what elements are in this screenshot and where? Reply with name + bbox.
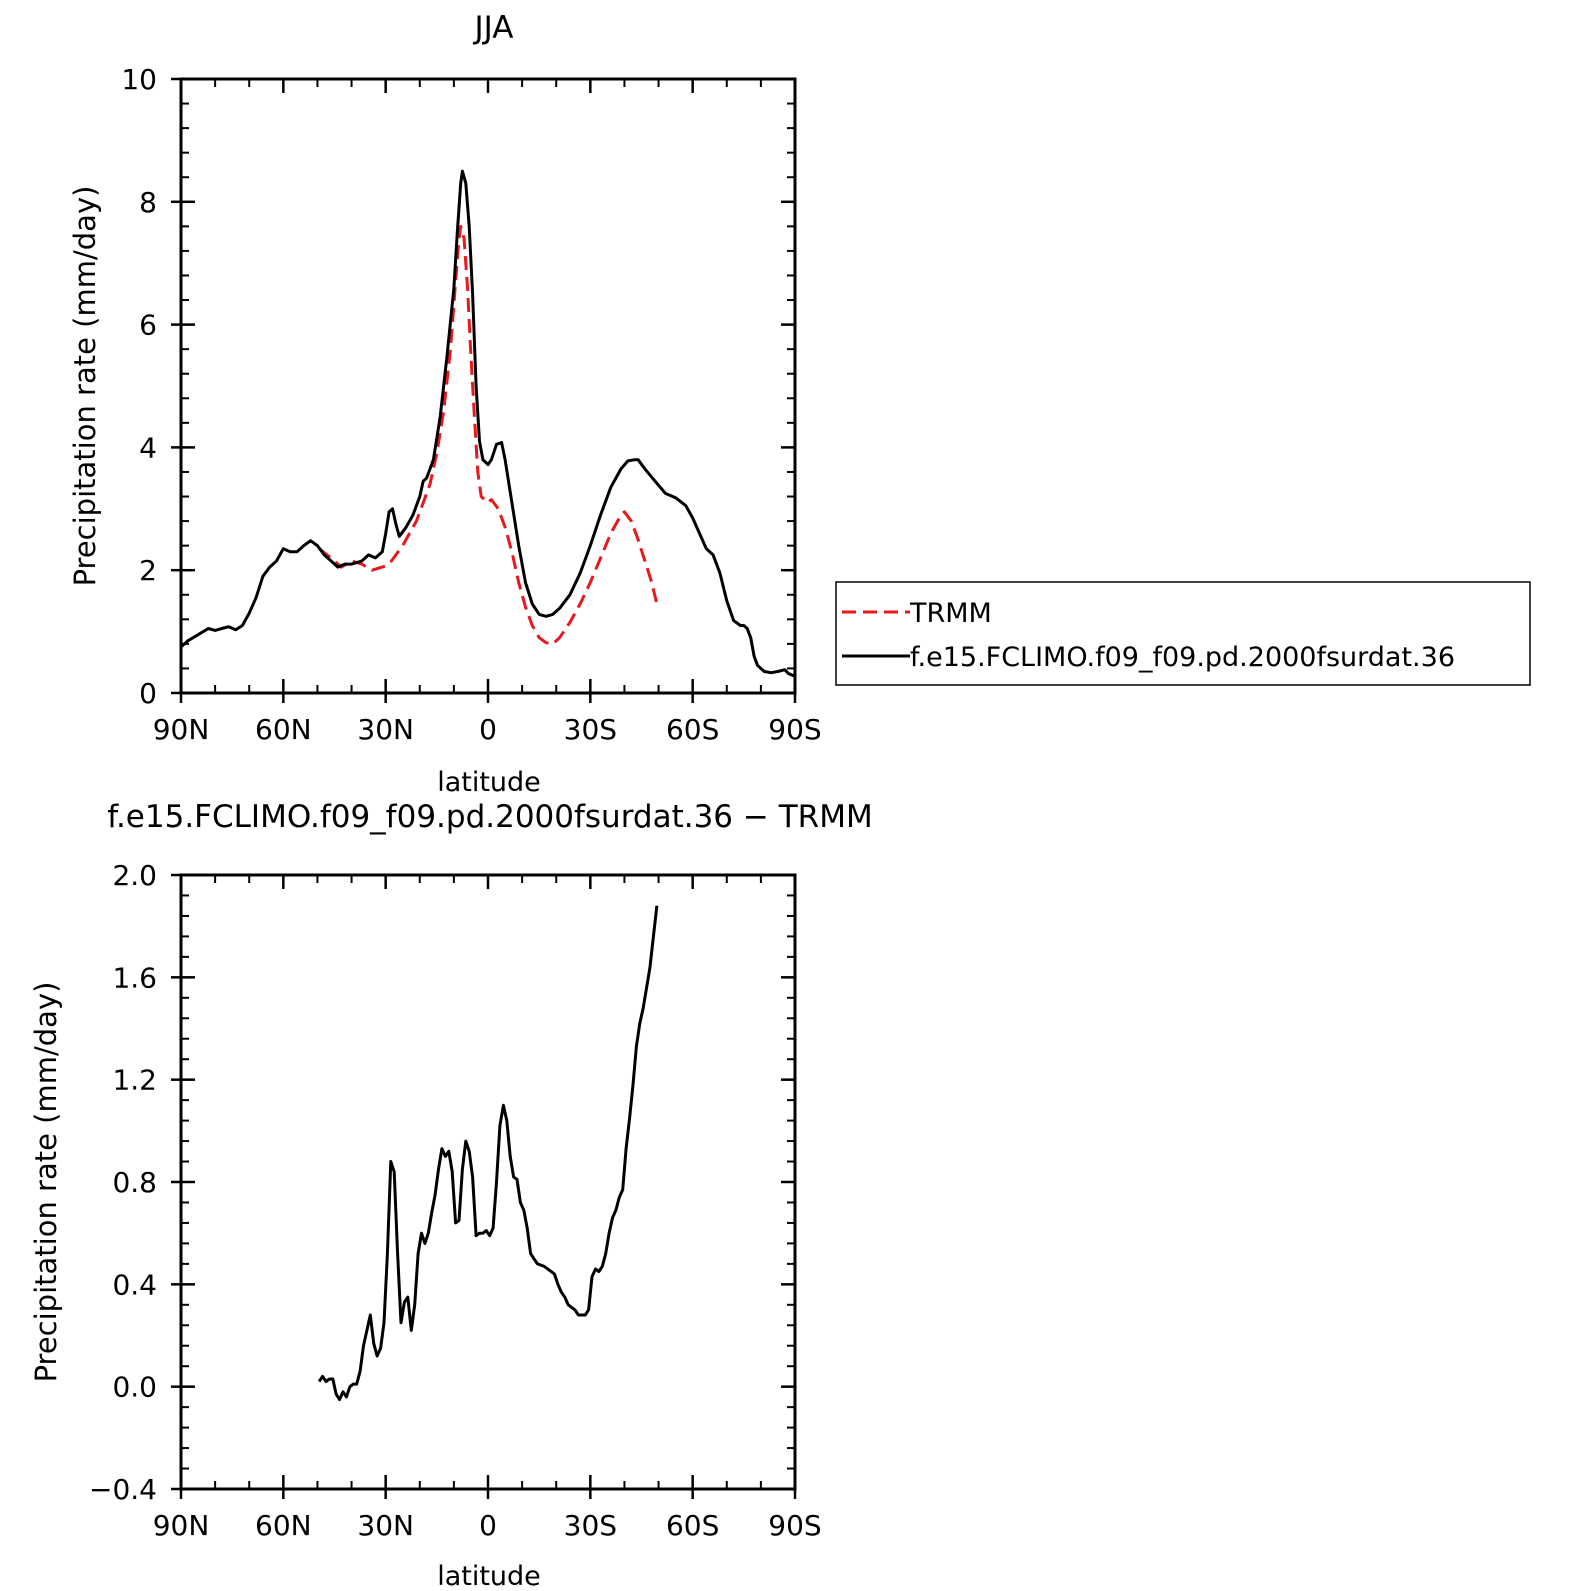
top-x-tick-label: 30S — [564, 713, 617, 746]
legend: TRMM f.e15.FCLIMO.f09_f09.pd.2000fsurdat… — [835, 581, 1531, 686]
top-x-axis-label: latitude — [437, 767, 541, 798]
top-series-line-model — [179, 169, 796, 678]
bottom-x-tick-label: 0 — [479, 1509, 497, 1542]
bottom-series-line-difference — [317, 905, 659, 1401]
top-series-line-trmm — [318, 224, 659, 646]
top-x-tick-label: 90N — [153, 713, 210, 746]
top-plot-frame — [179, 77, 797, 695]
bottom-x-tick-label: 90N — [153, 1509, 210, 1542]
bottom-x-tick-label: 60N — [255, 1509, 312, 1542]
bottom-plot-lines — [317, 905, 659, 1401]
bottom-panel: f.e15.FCLIMO.f09_f09.pd.2000fsurdat.36 −… — [29, 799, 873, 1591]
top-x-tick-label: 30N — [357, 713, 414, 746]
legend-label-trmm: TRMM — [909, 598, 992, 629]
top-y-axis-label: Precipitation rate (mm/day) — [68, 186, 102, 587]
legend-box — [835, 581, 1531, 686]
legend-label-model: f.e15.FCLIMO.f09_f09.pd.2000fsurdat.36 — [910, 642, 1455, 673]
top-y-tick-label: 2 — [139, 554, 157, 587]
top-x-tick-label: 90S — [768, 713, 821, 746]
top-plot-lines — [179, 169, 796, 678]
bottom-x-axis-label: latitude — [437, 1561, 541, 1591]
top-y-tick-label: 0 — [139, 677, 157, 710]
bottom-y-axis-label: Precipitation rate (mm/day) — [29, 982, 63, 1383]
bottom-y-tick-label: 0.4 — [112, 1268, 157, 1301]
bottom-y-tick-label: 1.6 — [112, 961, 157, 994]
top-y-tick-label: 4 — [139, 431, 157, 464]
top-y-tick-label: 8 — [139, 186, 157, 219]
bottom-x-tick-label: 90S — [768, 1509, 821, 1542]
bottom-y-tick-label: 2.0 — [112, 859, 157, 892]
bottom-y-tick-label: 0.8 — [112, 1166, 157, 1199]
bottom-chart-title: f.e15.FCLIMO.f09_f09.pd.2000fsurdat.36 −… — [107, 799, 872, 835]
bottom-y-tick-label: 1.2 — [112, 1064, 157, 1097]
bottom-plot-frame — [179, 873, 797, 1491]
bottom-x-tick-label: 30N — [357, 1509, 414, 1542]
bottom-y-tick-label: −0.4 — [89, 1473, 157, 1506]
bottom-x-tick-label: 60S — [666, 1509, 719, 1542]
top-chart-title: JJA — [473, 10, 514, 46]
bottom-axis-ticks: 90N 60N 30N 0 30S 60S 90S −0.4 0.0 0.4 0.8 1.2 1.6 2.… — [89, 859, 822, 1542]
bottom-x-tick-label: 30S — [564, 1509, 617, 1542]
top-panel: JJA 90N 60N 30N 0 30S 60S 90S 0 2 4 6 8 10 Precipita… — [68, 10, 822, 798]
bottom-y-tick-label: 0.0 — [112, 1371, 157, 1404]
top-axis-ticks: 90N 60N 30N 0 30S 60S 90S 0 2 4 6 8 10 — [121, 63, 821, 746]
top-x-tick-label: 0 — [479, 713, 497, 746]
top-y-tick-label: 6 — [139, 309, 157, 342]
top-y-tick-label: 10 — [121, 63, 157, 96]
top-x-tick-label: 60N — [255, 713, 312, 746]
top-x-tick-label: 60S — [666, 713, 719, 746]
